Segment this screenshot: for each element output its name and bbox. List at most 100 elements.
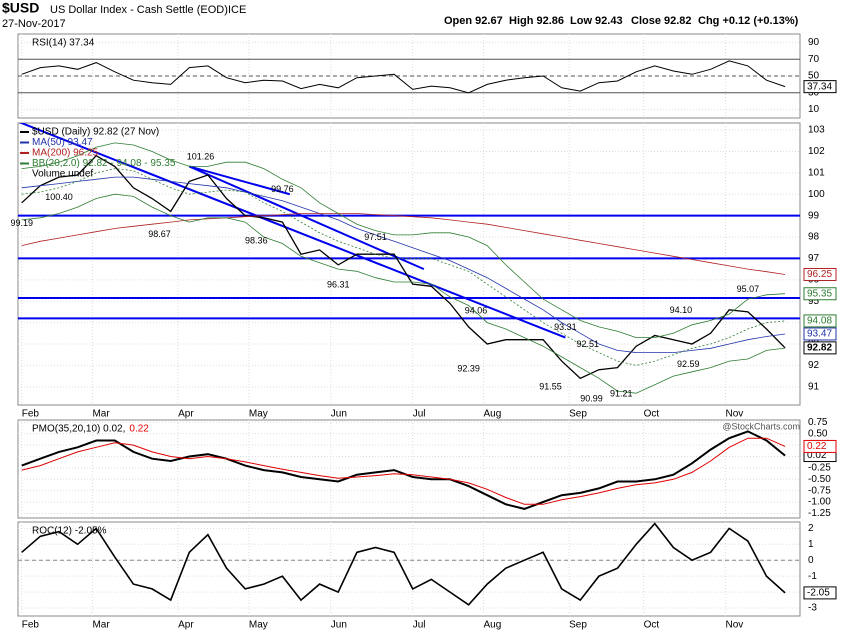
plot-area [18, 522, 800, 616]
x-tick-label: May [249, 409, 268, 420]
y-tick-label: 10 [808, 104, 820, 115]
value-tag [803, 267, 837, 281]
exchange: ICE [228, 4, 246, 16]
price-annotation: 90.99 [580, 393, 603, 403]
plot-area [18, 123, 800, 405]
panel-title: RSI(14) 37.34 [32, 38, 95, 49]
value-tag-label: 96.25 [807, 269, 832, 280]
price-annotation: 94.10 [670, 305, 693, 315]
series-line [21, 60, 786, 94]
price-annotation: 98.36 [245, 236, 268, 246]
value-tag-label: 37.34 [807, 81, 832, 92]
y-tick-label: -0.50 [808, 474, 831, 485]
open: Open 92.67 [444, 15, 503, 27]
value-tag-label: 0.02 [807, 450, 827, 461]
price-annotation: 91.21 [610, 389, 633, 399]
y-tick-label: 0 [808, 555, 814, 566]
value-tag-label: 92.82 [807, 343, 832, 354]
change: Chg +0.12 (+0.13%) [698, 15, 799, 27]
value-tag-label: -2.05 [807, 588, 830, 599]
x-tick-label: Feb [22, 620, 40, 631]
legend-entry: MA(50) 93.47 [32, 137, 93, 148]
price-annotation: 101.26 [187, 152, 215, 162]
y-tick-label: -3 [808, 603, 817, 614]
x-tick-label: Feb [22, 409, 40, 420]
x-tick-label: Sep [569, 409, 587, 420]
price-annotation: 92.51 [576, 339, 599, 349]
x-tick-label: Nov [726, 620, 744, 631]
y-tick-label: 97 [808, 253, 820, 264]
series-line [21, 193, 786, 394]
close: Close 92.82 [631, 15, 692, 27]
trend-line [189, 165, 291, 196]
price-annotation: 93.31 [554, 322, 577, 332]
price-annotation: 92.59 [677, 359, 700, 369]
x-tick-label: Jun [331, 620, 347, 631]
value-tag [803, 287, 837, 301]
y-tick-label: 0.75 [808, 417, 828, 428]
value-tag [803, 80, 837, 94]
value-tag [803, 586, 837, 600]
panel-title-signal: 0.22 [129, 424, 149, 435]
panel [17, 122, 801, 406]
y-tick-label: 90 [808, 37, 820, 48]
price-annotation: 98.67 [148, 229, 171, 239]
series-line [21, 430, 786, 510]
x-tick-label: Sep [569, 620, 587, 631]
x-tick-label: May [249, 620, 268, 631]
value-tag-label: 94.08 [807, 316, 832, 327]
series-line [21, 168, 786, 366]
value-tag [803, 314, 837, 328]
price-annotation: 94.06 [465, 306, 488, 316]
value-tag [803, 327, 837, 341]
low: Low 92.43 [570, 15, 623, 27]
legend-note: Volume undef [32, 169, 93, 180]
series-line [21, 142, 786, 338]
y-tick-label: -0.25 [808, 463, 831, 474]
series-line [21, 522, 786, 606]
value-tag-label: 93.47 [807, 329, 832, 340]
panel-title: ROC(12) -2.05% [32, 526, 107, 537]
y-tick-label: -1.25 [808, 508, 831, 519]
y-tick-label: -1 [808, 571, 817, 582]
y-tick-label: 0.50 [808, 428, 828, 439]
panel [17, 521, 801, 617]
value-tag-label: 95.35 [807, 288, 832, 299]
y-tick-label: 92 [808, 360, 820, 371]
price-annotation: 95.07 [737, 284, 760, 294]
y-tick-label: 101 [808, 167, 825, 178]
x-tick-label: Jul [413, 620, 426, 631]
y-tick-label: 99 [808, 210, 820, 221]
watermark: @StockCharts.com [722, 421, 800, 431]
plot-area [18, 34, 800, 118]
x-tick-label: Apr [178, 409, 194, 420]
x-tick-label: Nov [726, 409, 744, 420]
trend-line [188, 165, 425, 271]
price-annotation: 99.19 [10, 218, 33, 228]
x-tick-label: Oct [644, 409, 660, 420]
x-tick-label: Apr [178, 620, 194, 631]
legend-entry: MA(200) 96.25 [32, 148, 99, 159]
symbol: $USD [2, 0, 39, 16]
y-tick-label: 1 [808, 539, 814, 550]
y-tick-label: 102 [808, 146, 825, 157]
price-annotation: 91.55 [539, 381, 562, 391]
legend-entry: $USD (Daily) 92.82 (27 Nov) [32, 127, 159, 138]
value-tag-label: 0.22 [807, 441, 827, 452]
x-tick-label: Mar [92, 620, 110, 631]
series-line [21, 176, 786, 353]
series-line [21, 213, 786, 275]
price-annotation: 97.51 [364, 232, 387, 242]
series-line [21, 154, 786, 380]
x-tick-label: Aug [483, 620, 501, 631]
y-tick-label: -0.75 [808, 485, 831, 496]
instrument-name: US Dollar Index - Cash Settle (EOD) [50, 4, 228, 16]
x-tick-label: Aug [483, 409, 501, 420]
series-line [21, 437, 786, 505]
x-tick-label: Oct [644, 620, 660, 631]
price-annotation: 96.31 [327, 280, 350, 290]
plot-area [18, 420, 800, 518]
y-tick-label: 95 [808, 296, 820, 307]
price-annotation: 100.40 [45, 192, 73, 202]
